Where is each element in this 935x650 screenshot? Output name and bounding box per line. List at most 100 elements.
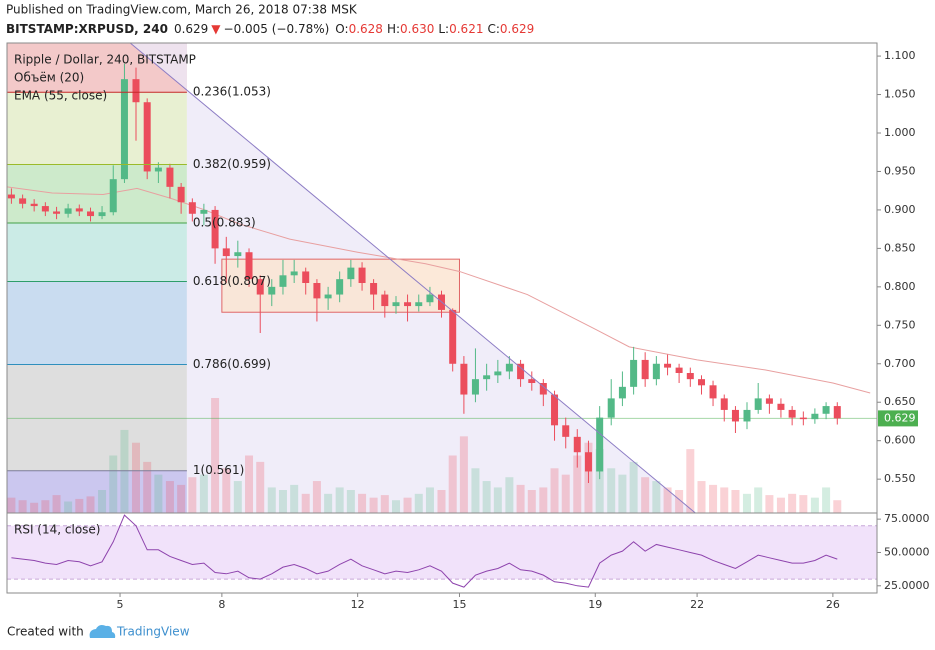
volume-bar <box>833 500 842 513</box>
candle-body <box>788 409 796 418</box>
candle-body <box>177 186 185 203</box>
rsi-y-tick-label: 75.0000 <box>884 512 930 525</box>
fib-zone <box>7 281 187 365</box>
volume-bar <box>30 502 39 513</box>
candle-body <box>87 211 95 217</box>
candle-body <box>777 403 785 410</box>
candle-body <box>449 309 457 364</box>
volume-bar <box>754 487 763 513</box>
candle-body <box>268 286 276 295</box>
volume-bar <box>742 493 751 513</box>
candle-body <box>460 363 468 395</box>
candle-body <box>664 363 672 368</box>
candle-body <box>313 283 321 299</box>
volume-bar <box>641 477 650 513</box>
volume-bar <box>799 495 808 513</box>
candle-body <box>505 363 513 372</box>
c-label: C: <box>487 22 499 36</box>
volume-bar <box>505 477 514 513</box>
y-tick-label: 1.100 <box>884 49 916 62</box>
candle-body <box>30 203 38 207</box>
x-tick-label: 12 <box>351 598 365 611</box>
volume-bar <box>414 493 423 513</box>
candle-body <box>471 379 479 395</box>
candle-body <box>381 294 389 307</box>
candle-body <box>765 398 773 404</box>
plot-layer: 0.236(1.053) 0.382(0.959) 0.5(0.883) 0.618(… <box>6 42 877 588</box>
y-tick-label: 0.750 <box>884 318 916 331</box>
rsi-y-tick-label: 25.0000 <box>884 579 930 592</box>
volume-bar <box>211 398 220 513</box>
tradingview-logo[interactable]: TradingView <box>89 625 190 639</box>
volume-bar <box>278 490 287 513</box>
fib-zone <box>7 470 187 513</box>
candle-body <box>494 371 502 376</box>
candle-body <box>245 252 253 280</box>
volume-bar <box>143 461 152 513</box>
candle-body <box>720 398 728 410</box>
candle-body <box>392 302 400 307</box>
published-line: Published on TradingView.com, March 26, … <box>6 3 358 17</box>
x-tick-label: 19 <box>588 598 602 611</box>
volume-bar <box>131 442 140 513</box>
created-with: Created with <box>7 625 84 639</box>
x-tick-label: 5 <box>117 598 124 611</box>
candle-body <box>256 279 264 295</box>
candle-body <box>98 212 106 217</box>
fib-label: 0.618(0.807) <box>193 274 271 288</box>
fib-label: 0.786(0.699) <box>193 357 271 371</box>
h-value: 0.630 <box>400 22 434 36</box>
candle-body <box>596 417 604 472</box>
candle-body <box>822 406 830 414</box>
candle-body <box>652 363 660 380</box>
fib-label: 1(0.561) <box>193 463 244 477</box>
x-tick-label: 22 <box>690 598 704 611</box>
x-tick-label: 8 <box>218 598 225 611</box>
volume-bar <box>346 490 355 513</box>
fib-label: 0.382(0.959) <box>193 157 271 171</box>
candle-body <box>347 267 355 280</box>
candle-body <box>336 279 344 295</box>
volume-bar <box>618 474 627 513</box>
volume-bar <box>154 474 163 513</box>
volume-bar <box>629 461 638 513</box>
volume-bar <box>493 487 502 513</box>
volume-bar <box>301 493 310 513</box>
candle-body <box>358 267 366 283</box>
volume-bar <box>527 490 536 513</box>
volume-bar <box>41 500 50 513</box>
volume-bar <box>312 481 321 513</box>
candle-body <box>811 413 819 420</box>
o-value: 0.628 <box>349 22 383 36</box>
volume-bar <box>290 484 299 513</box>
brand[interactable]: TradingView <box>116 625 190 639</box>
volume-bar <box>482 481 491 513</box>
y-tick-label: 1.000 <box>884 126 916 139</box>
candle-body <box>698 379 706 386</box>
rsi-y-tick-label: 50.0000 <box>884 545 930 558</box>
c-value: 0.629 <box>500 22 534 36</box>
volume-bar <box>245 455 254 513</box>
volume-bar <box>776 497 785 513</box>
x-tick-label: 15 <box>452 598 466 611</box>
volume-bar <box>18 500 27 513</box>
volume-bar <box>358 493 367 513</box>
volume-bar <box>573 455 582 513</box>
volume-bar <box>7 497 16 513</box>
candle-body <box>426 294 434 303</box>
fib-zone <box>7 364 187 471</box>
volume-bar <box>686 449 695 513</box>
volume-bar <box>561 474 570 513</box>
l-label: L: <box>438 22 449 36</box>
candle-body <box>188 202 196 214</box>
arrow: ▼ <box>211 22 221 36</box>
volume-bar <box>392 500 401 513</box>
legend-entry: Ripple / Dollar, 240, BITSTAMP <box>14 53 196 67</box>
y-tick-label: 0.800 <box>884 280 916 293</box>
candle-body <box>686 373 694 380</box>
candle-body <box>53 211 61 214</box>
candle-body <box>539 383 547 395</box>
y-tick-label: 0.700 <box>884 357 916 370</box>
candle-body <box>562 425 570 437</box>
